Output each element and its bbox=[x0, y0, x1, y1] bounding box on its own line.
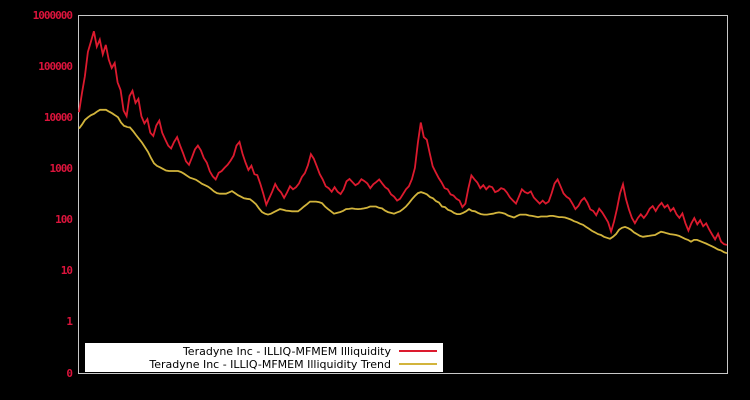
legend-line-sample-illiquidity bbox=[399, 350, 437, 352]
y-axis-tick-label: 10000 bbox=[43, 110, 73, 124]
legend-label-illiquidity: Teradyne Inc - ILLIQ-MFMEM Illiquidity bbox=[182, 344, 391, 358]
y-axis-tick-label: 0 bbox=[66, 366, 73, 380]
y-axis-tick-label: 10 bbox=[60, 264, 73, 278]
plot-border bbox=[78, 15, 728, 374]
legend-item-trend: Teradyne Inc - ILLIQ-MFMEM Illiquidity T… bbox=[85, 358, 443, 371]
legend-item-illiquidity: Teradyne Inc - ILLIQ-MFMEM Illiquidity bbox=[85, 345, 443, 358]
legend-box: Teradyne Inc - ILLIQ-MFMEM Illiquidity T… bbox=[85, 343, 443, 372]
y-axis-tick-label: 100 bbox=[55, 213, 73, 227]
y-axis-tick-label: 1000000 bbox=[32, 8, 73, 22]
series-line-1 bbox=[78, 108, 728, 255]
y-axis-tick-label: 1 bbox=[66, 315, 73, 329]
legend-line-sample-trend bbox=[399, 363, 437, 365]
y-axis-tick-label: 1000 bbox=[49, 161, 74, 175]
series-line-0 bbox=[78, 31, 728, 246]
legend-label-trend: Teradyne Inc - ILLIQ-MFMEM Illiquidity T… bbox=[149, 357, 391, 371]
y-axis-tick-label: 100000 bbox=[38, 59, 73, 73]
